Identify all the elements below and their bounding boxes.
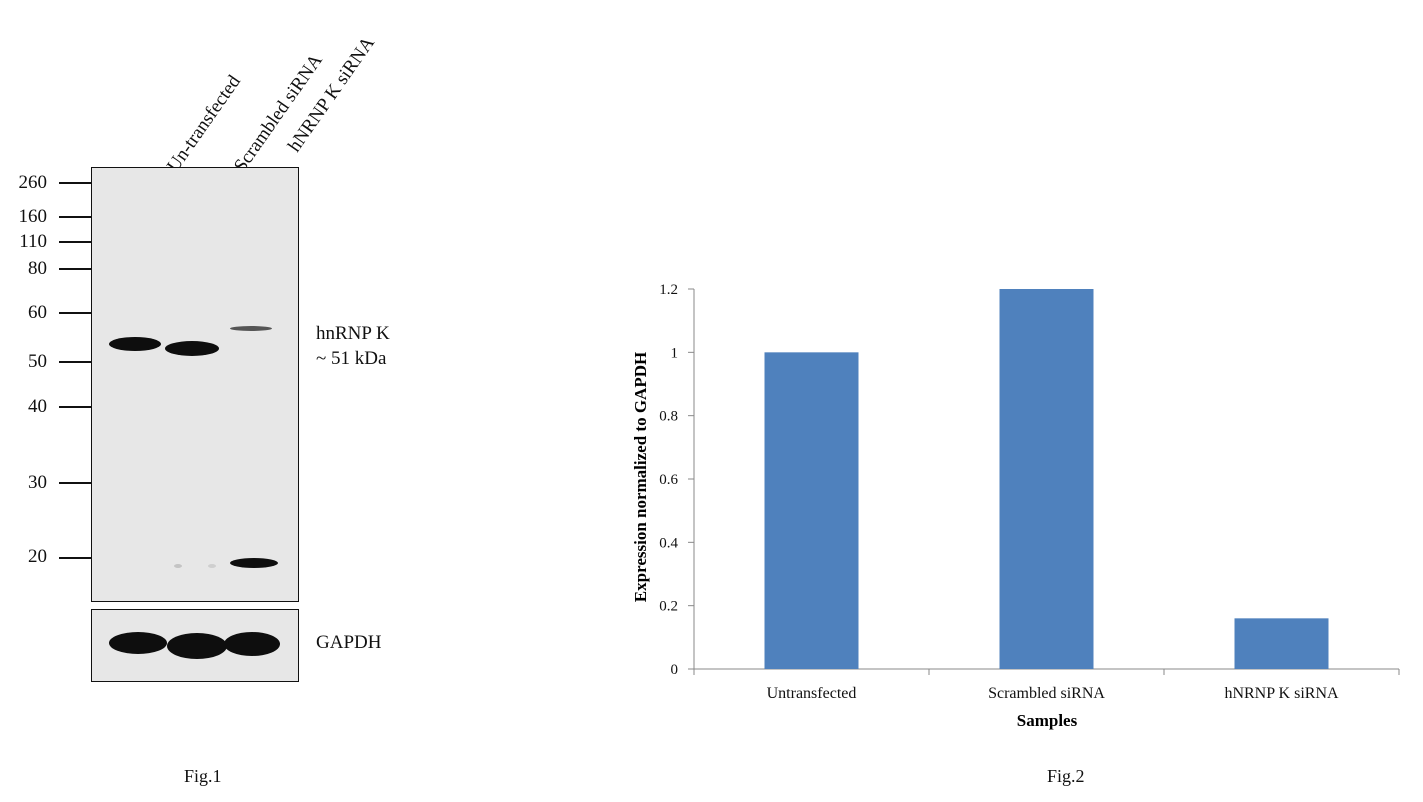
blot-membrane-main <box>91 167 299 602</box>
band-gapdh-untransfected <box>109 632 167 654</box>
y-tick-label: 0.4 <box>659 535 678 551</box>
band-hnrnpk-scrambled <box>165 341 219 356</box>
x-tick-label: hNRNP K siRNA <box>1224 685 1339 702</box>
marker-30: 30 <box>28 472 47 493</box>
target-protein-label: hnRNP K <box>316 323 390 344</box>
y-tick-label: 1.2 <box>659 282 678 298</box>
figure-label-2: Fig.2 <box>1047 766 1085 786</box>
marker-80: 80 <box>28 258 47 279</box>
figure-label-1: Fig.1 <box>184 766 222 786</box>
marker-160: 160 <box>18 206 48 227</box>
y-tick-label: 0 <box>671 662 679 678</box>
y-tick-label: 1 <box>671 345 679 361</box>
band-gapdh-scrambled <box>167 633 227 659</box>
faint-band <box>174 564 182 568</box>
bar <box>999 289 1094 669</box>
marker-tick <box>59 482 91 484</box>
marker-60: 60 <box>28 302 47 323</box>
y-tick-label: 0.2 <box>659 599 678 615</box>
band-low-mw-knockdown <box>230 558 278 568</box>
bar <box>764 352 859 669</box>
faint-band <box>208 564 216 568</box>
blot-membrane-gapdh <box>91 609 299 682</box>
marker-tick <box>59 361 91 363</box>
marker-tick <box>59 216 91 218</box>
marker-50: 50 <box>28 351 47 372</box>
marker-tick <box>59 406 91 408</box>
control-protein-label: GAPDH <box>316 632 382 653</box>
marker-110: 110 <box>19 231 47 252</box>
marker-40: 40 <box>28 396 47 417</box>
marker-tick <box>59 557 91 559</box>
target-size-label: ~ 51 kDa <box>316 348 387 369</box>
x-tick-label: Scrambled siRNA <box>988 685 1105 702</box>
marker-tick <box>59 312 91 314</box>
band-hnrnpk-untransfected <box>109 337 161 351</box>
x-tick-label: Untransfected <box>767 685 857 702</box>
y-tick-label: 0.8 <box>659 409 678 425</box>
chart-bars <box>764 289 1329 669</box>
marker-tick <box>59 268 91 270</box>
band-hnrnpk-knockdown <box>230 326 272 331</box>
marker-tick <box>59 182 91 184</box>
y-tick-label: 0.6 <box>659 472 678 488</box>
x-axis-label: Samples <box>1017 711 1078 730</box>
marker-tick <box>59 241 91 243</box>
marker-260: 260 <box>18 172 48 193</box>
bar <box>1234 618 1329 669</box>
chart-labels: 0 0.2 0.4 0.6 0.8 1 1.2 Untransfected Scrambled … <box>659 282 1339 702</box>
band-gapdh-knockdown <box>224 632 280 656</box>
y-axis-label: Expression normalized to GAPDH <box>631 352 650 602</box>
marker-20: 20 <box>28 546 47 567</box>
